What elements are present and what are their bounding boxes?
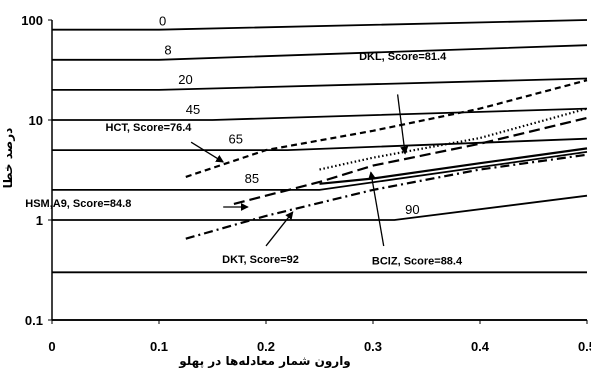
curve-label: 0	[159, 14, 166, 29]
y-axis-label: درصد خطا	[1, 128, 15, 189]
curve-label: 90	[405, 202, 419, 217]
series-lines	[185, 79, 588, 240]
curve-label: 8	[164, 43, 171, 58]
y-tick-label: 1	[36, 213, 43, 228]
annotation-arrow	[396, 94, 409, 155]
x-tick-label: 0.5	[578, 339, 591, 354]
curve-label: 45	[186, 102, 200, 117]
annotation-arrow	[265, 211, 294, 247]
reference-curves	[52, 19, 588, 321]
reference-curve	[52, 19, 588, 31]
annotation-label: DKL, Score=81.4	[359, 51, 447, 63]
x-tick-label: 0.3	[364, 339, 382, 354]
curve-label: 85	[245, 171, 259, 186]
curve-label: 65	[229, 132, 243, 147]
reference-curve	[52, 77, 588, 91]
x-tick-label: 0.2	[257, 339, 275, 354]
x-tick-label: 0.4	[471, 339, 490, 354]
annotation-arrow	[368, 171, 385, 247]
axes	[51, 20, 587, 321]
reference-curve	[52, 107, 588, 121]
annotations: DKL, Score=81.4 HCT, Score=76.4 HSM,A9, Sc…	[25, 51, 463, 268]
reference-curve	[52, 194, 588, 221]
annotation-arrows	[190, 94, 409, 247]
curve-label: 20	[178, 72, 192, 87]
annotation-label: DKT, Score=92	[222, 254, 299, 266]
reference-curve	[52, 137, 588, 151]
series-line	[233, 116, 588, 205]
annotation-label: BCIZ, Score=88.4	[372, 255, 463, 267]
y-tick-label: 10	[29, 113, 43, 128]
curve-labels: 0 8 20 45 65 85 90	[159, 14, 420, 217]
reference-curve	[52, 151, 588, 191]
series-line	[185, 153, 588, 240]
annotation-label: HSM,A9, Score=84.8	[25, 198, 131, 210]
y-tick-label: 0.1	[25, 313, 43, 328]
series-line	[319, 147, 588, 185]
x-tick-label: 0	[48, 339, 55, 354]
annotation-arrow	[190, 141, 225, 163]
x-axis-label: وارون شمار معادله‌ها در پهلو	[178, 354, 351, 369]
x-tick-label: 0.1	[150, 339, 168, 354]
series-line	[319, 107, 588, 171]
series-line	[185, 79, 588, 178]
annotation-label: HCT, Score=76.4	[106, 122, 193, 134]
tick-labels: 0 0.1 0.2 0.3 0.4 0.5 0.1 1 10 100	[21, 13, 591, 354]
y-tick-label: 100	[21, 13, 43, 28]
reference-curve	[52, 44, 588, 61]
